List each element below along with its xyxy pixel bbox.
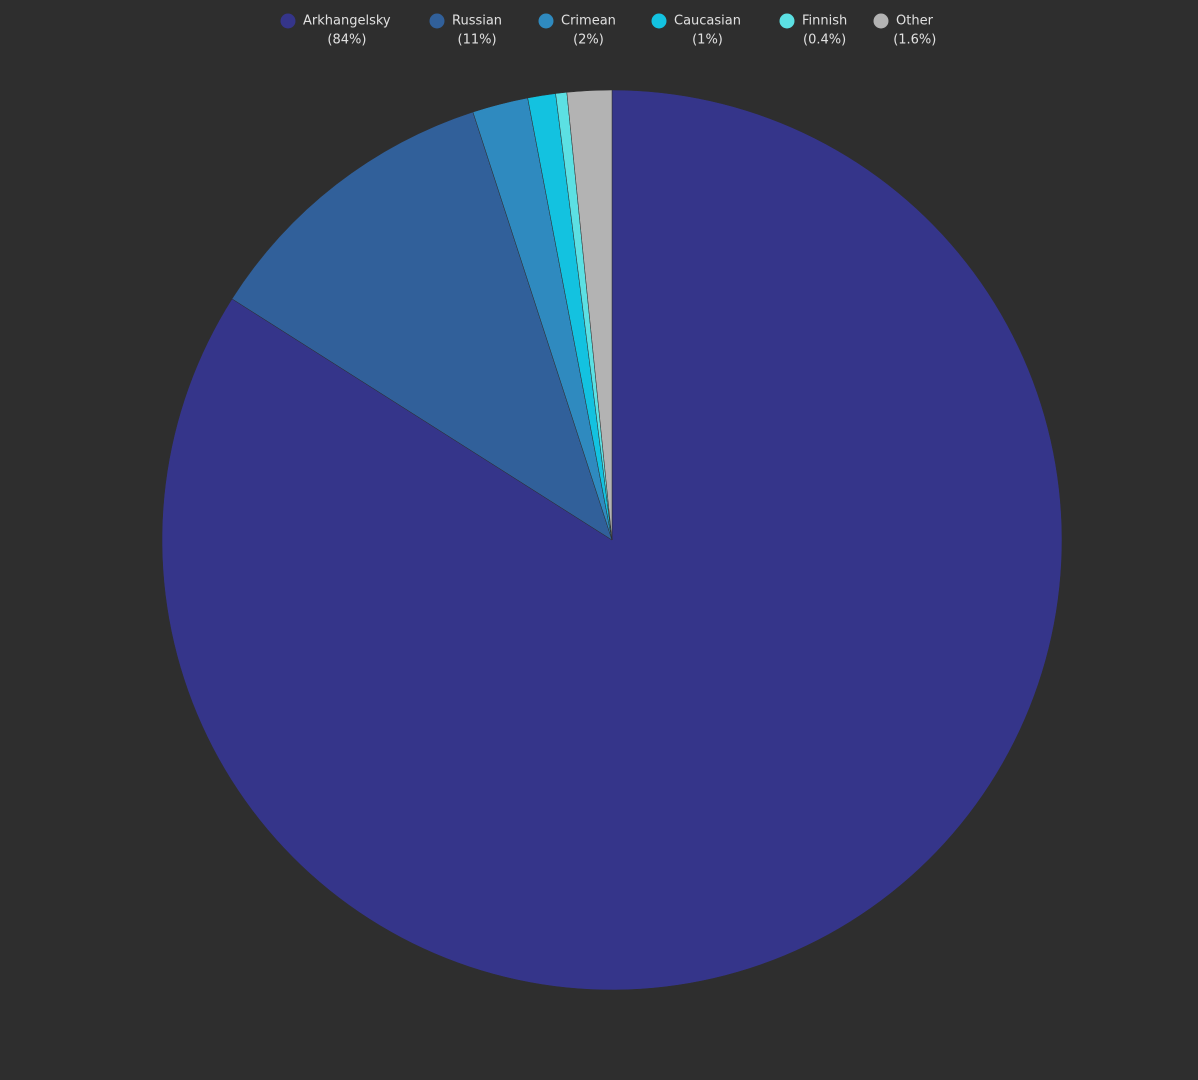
pie-slice [231,111,613,541]
pie-slice [566,89,613,541]
legend-value: (84%) [327,33,366,48]
legend-value: (11%) [458,33,497,48]
legend-marker [651,13,667,29]
legend-value: (1%) [692,33,723,48]
legend-marker [538,13,554,29]
legend-value: (2%) [573,33,604,48]
legend-label: Caucasian [674,14,741,29]
legend-label: Crimean [561,14,616,29]
legend-marker [280,13,296,29]
legend-marker [429,13,445,29]
legend-label: Russian [452,14,502,29]
legend-marker [779,13,795,29]
legend-value: (0.4%) [803,33,846,48]
legend-marker [873,13,889,29]
legend-label: Arkhangelsky [303,14,391,29]
legend-value: (1.6%) [893,33,936,48]
legend-label: Other [896,14,934,29]
legend-label: Finnish [802,14,847,29]
